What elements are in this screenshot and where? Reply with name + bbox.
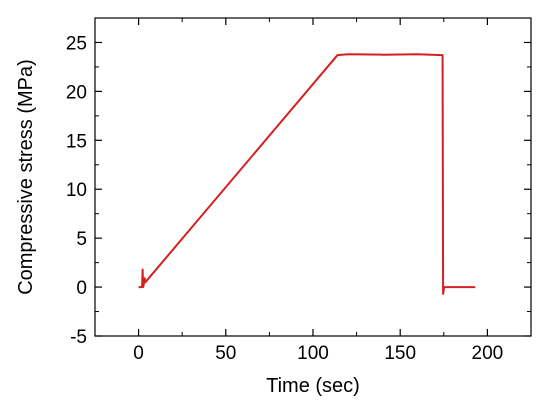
ticks-layer: 0 50 100 150 200 -5 0 5 10 15 20 25: [66, 17, 532, 364]
x-axis-label: Time (sec): [266, 375, 360, 397]
y-tick-label: 15: [66, 131, 87, 152]
plot-frame: [94, 17, 532, 337]
y-tick-label: -5: [70, 327, 87, 348]
y-tick-label: 20: [66, 82, 87, 103]
x-tick-label: 150: [384, 343, 416, 364]
series-layer: [138, 53, 476, 295]
y-axis-label: Compressive stress (MPa): [15, 59, 37, 295]
y-tick-label: 5: [76, 229, 87, 250]
y-tick-label: 10: [66, 180, 87, 201]
x-tick-label: 100: [297, 343, 329, 364]
x-tick-label: 50: [215, 343, 236, 364]
stress-series-line: [138, 53, 476, 295]
y-tick-label: 0: [76, 278, 87, 299]
x-tick-label: 200: [472, 343, 504, 364]
x-tick-label: 0: [133, 343, 144, 364]
y-tick-label: 25: [66, 33, 87, 54]
